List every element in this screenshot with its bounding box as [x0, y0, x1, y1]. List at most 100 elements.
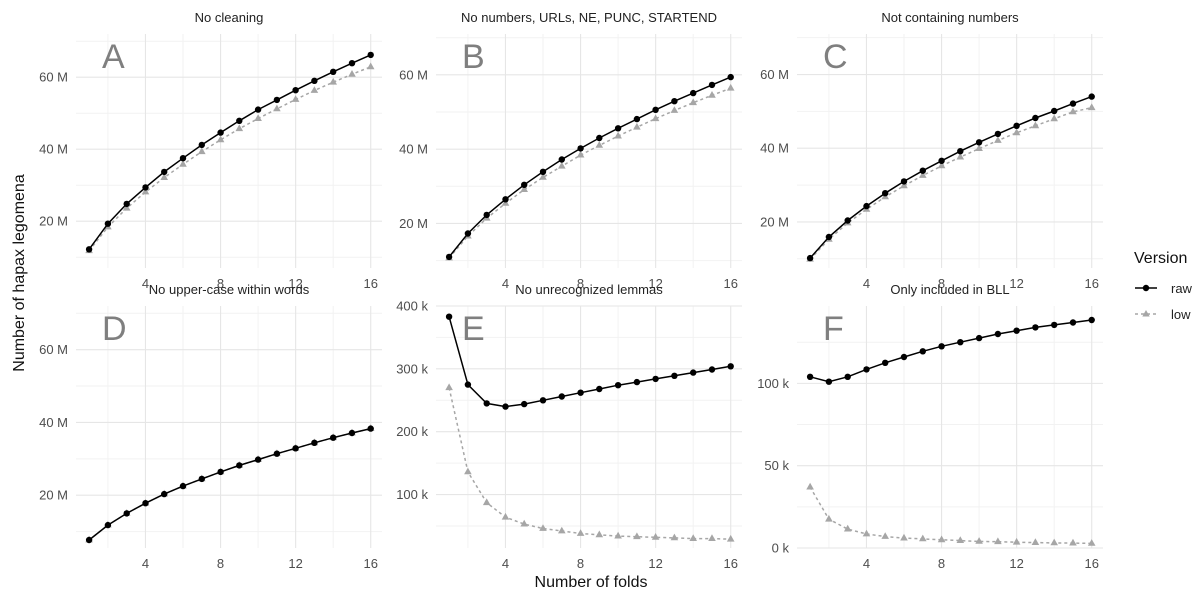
panel-a-point-low-7	[198, 147, 206, 155]
panel-a-letter: A	[102, 38, 125, 76]
panel-b-ytick-label-1: 40 M	[399, 142, 428, 157]
panel-c-point-raw-1	[806, 254, 814, 262]
panel-d-point-raw-2	[104, 521, 112, 529]
panel-c-point-raw-5	[882, 190, 889, 197]
panel-f-point-low-13	[1031, 538, 1040, 545]
panel-a-point-raw-5	[161, 168, 168, 176]
panel-b-point-low-16	[726, 83, 735, 91]
panel-e-point-low-5	[520, 519, 528, 527]
panel-d-xtick-label-1: 8	[217, 556, 224, 571]
panel-b-xtick-label-1: 8	[577, 276, 584, 291]
legend-marker-raw	[1142, 284, 1150, 292]
panel-a-title: No cleaning	[195, 10, 264, 25]
panel-f-point-low-5	[881, 532, 889, 539]
panel-d-point-raw-10	[254, 456, 262, 463]
panel-e-point-low-6	[539, 524, 547, 531]
panel-d-letter: D	[102, 310, 127, 348]
panel-d-point-raw-6	[179, 482, 187, 490]
panel-d-ytick-label-0: 20 M	[39, 488, 68, 503]
panel-e-point-low-9	[595, 530, 604, 538]
panel-e-series-line-low	[448, 387, 731, 540]
panel-f-series-line-low	[809, 486, 1092, 545]
panel-c-point-raw-4	[863, 202, 870, 210]
legend: Version raw low	[1134, 250, 1193, 322]
panel-e-point-low-12	[651, 533, 660, 540]
panel-e-xtick-label-1: 8	[577, 556, 584, 571]
panel-f-series-line-raw	[809, 319, 1092, 383]
panel-a-point-raw-6	[179, 155, 187, 162]
panel-e-point-raw-10	[614, 382, 622, 389]
y-axis-title: Number of hapax legomena	[11, 174, 28, 372]
panel-e-point-low-13	[670, 533, 679, 541]
panel-c-xtick-label-1: 8	[938, 276, 945, 291]
panel-a-point-raw-7	[198, 141, 205, 149]
panel-b-point-low-11	[633, 122, 641, 130]
panel-d-xtick-label-3: 16	[364, 556, 378, 571]
panel-d-xtick-label-2: 12	[288, 556, 302, 571]
panel-c-point-low-16	[1087, 103, 1096, 111]
panel-d-point-raw-1	[85, 536, 93, 544]
panel-d-point-raw-13	[311, 439, 318, 446]
panel-c-letter: C	[823, 38, 848, 76]
panel-b-point-raw-12	[652, 106, 659, 114]
panel-b-point-low-9	[595, 141, 604, 148]
panel-f-point-raw-12	[1013, 327, 1020, 334]
panel-d-point-raw-5	[161, 490, 168, 498]
panel-e-point-raw-6	[539, 397, 547, 404]
panel-a: No cleaning 4 8 12 16 20 M 40 M 60 M A	[39, 10, 382, 291]
panel-e-xtick-label-3: 16	[724, 556, 738, 571]
panel-f-point-low-2	[825, 514, 833, 522]
panel-f-point-low-11	[994, 537, 1002, 545]
panel-c-point-raw-16	[1088, 93, 1095, 100]
panel-a-point-raw-10	[254, 106, 262, 113]
panel-a-point-low-8	[216, 135, 225, 143]
panel-a-point-low-10	[254, 114, 262, 121]
panel-a-point-raw-12	[292, 87, 299, 94]
panel-b-point-low-7	[558, 161, 566, 169]
panel-f-point-raw-16	[1088, 316, 1095, 324]
legend-item-raw: raw	[1135, 281, 1193, 296]
panel-e-ytick-label-2: 300 k	[396, 361, 428, 376]
panel-f-point-low-12	[1012, 537, 1021, 545]
panel-b-point-low-13	[670, 106, 679, 113]
panel-a-point-low-15	[348, 70, 356, 77]
panel-e-point-raw-15	[708, 366, 716, 373]
panel-e: No unrecognized lemmas 4 8 12 16 100 k 200 k 30…	[396, 282, 742, 571]
panel-c-point-raw-6	[900, 178, 908, 185]
panel-e-series-line-raw	[448, 316, 731, 408]
panel-c-series-line-low	[809, 106, 1092, 260]
panel-b-point-raw-5	[521, 181, 528, 188]
panel-f-title: Only included in BLL	[890, 282, 1009, 297]
panel-e-ytick-label-0: 100 k	[396, 487, 428, 502]
panel-f-letter: F	[823, 310, 844, 348]
panel-a-series-line-raw	[88, 54, 372, 250]
panel-b-point-low-6	[539, 173, 547, 180]
panel-b-point-raw-7	[558, 156, 565, 163]
panel-a-point-low-16	[366, 62, 375, 70]
panel-a-xtick-label-2: 12	[288, 276, 302, 291]
panel-c-point-raw-2	[825, 233, 833, 241]
panel-a-point-raw-11	[273, 96, 281, 104]
panel-a-xtick-label-1: 8	[217, 276, 224, 291]
panel-b-point-low-5	[520, 185, 528, 192]
panel-a-xtick-label-3: 16	[364, 276, 378, 291]
panel-f-point-raw-14	[1051, 321, 1058, 329]
panel-e-letter: E	[462, 310, 485, 348]
panel-f-point-low-16	[1087, 539, 1096, 546]
panel-d-ytick-label-2: 60 M	[39, 342, 68, 357]
panel-c-ytick-label-1: 40 M	[760, 141, 789, 156]
panel-b-xtick-label-2: 12	[648, 276, 662, 291]
panel-c-point-low-15	[1069, 107, 1077, 115]
panel-b-xtick-label-0: 4	[502, 276, 509, 291]
panel-c-point-low-12	[1012, 128, 1021, 136]
legend-label-raw: raw	[1171, 281, 1193, 296]
panel-a-series-line-low	[88, 66, 371, 252]
panel-e-point-raw-16	[727, 363, 734, 370]
panel-f-point-raw-8	[938, 343, 945, 350]
panel-e-point-raw-11	[633, 378, 641, 386]
panel-b-point-low-14	[689, 98, 697, 106]
panel-a-point-raw-8	[217, 129, 224, 136]
panel-c-point-raw-12	[1013, 122, 1020, 129]
panel-d-point-raw-9	[236, 462, 243, 469]
